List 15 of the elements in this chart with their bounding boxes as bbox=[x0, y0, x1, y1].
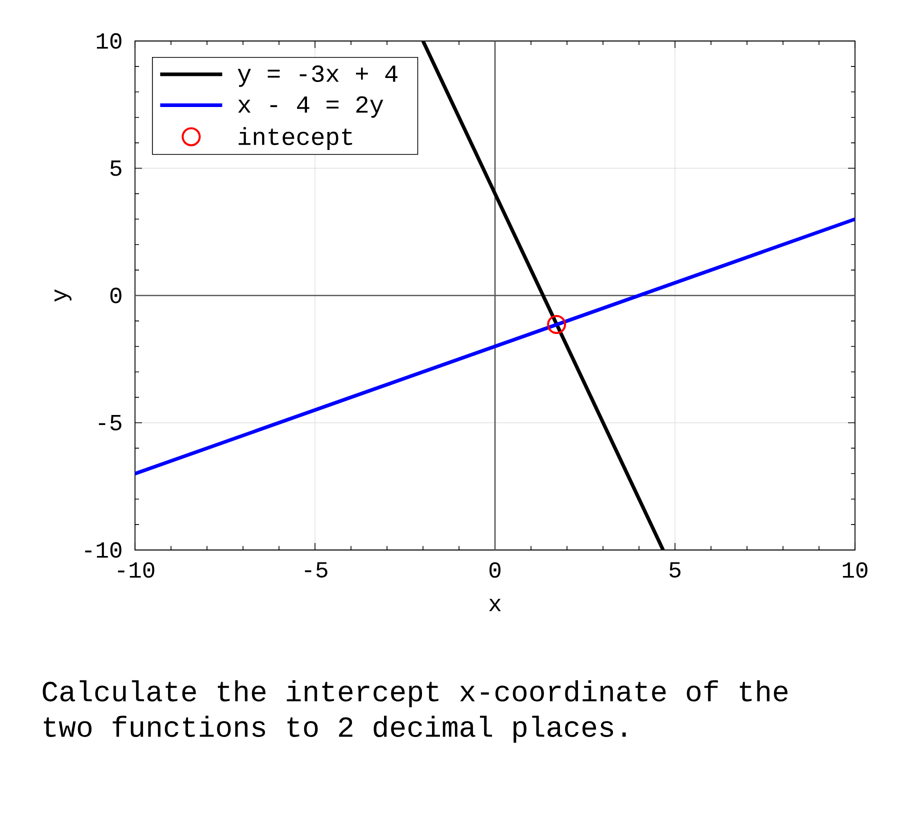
y-tick-label: -10 bbox=[85, 542, 122, 558]
x-axis-title: x bbox=[489, 598, 501, 612]
x-tick-label: 10 bbox=[842, 562, 868, 578]
legend-label: intecept bbox=[238, 127, 352, 150]
y-axis-title: y bbox=[54, 289, 72, 302]
x-tick-label: -5 bbox=[304, 562, 328, 578]
y-tick-label: 0 bbox=[110, 288, 122, 304]
text: Calculate the intercept x-coordinate of the two functions to 2 decimal places. bbox=[42, 680, 788, 743]
legend-label: x - 4 = 2y bbox=[238, 96, 384, 118]
y-tick-label: -5 bbox=[98, 415, 122, 430]
y-tick-label: 5 bbox=[110, 160, 122, 176]
x-tick-label: 0 bbox=[489, 562, 500, 578]
x-tick-label: 5 bbox=[670, 562, 680, 578]
legend-label: y = -3x + 4 bbox=[238, 65, 398, 87]
y-tick-label: 10 bbox=[96, 33, 122, 49]
